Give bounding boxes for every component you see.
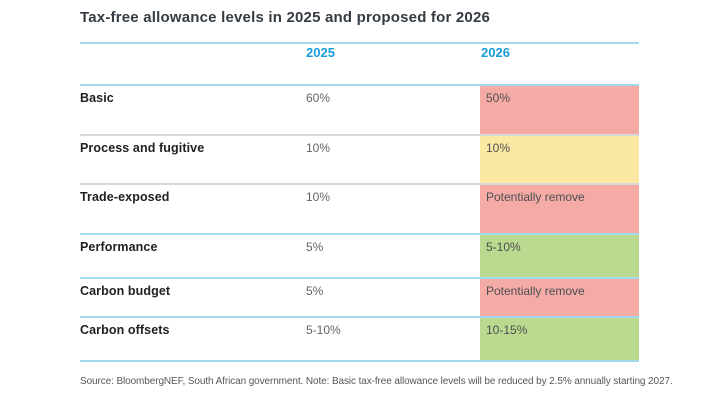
row-label: Process and fugitive [80, 141, 205, 155]
row-divider [80, 316, 639, 318]
row-label: Carbon offsets [80, 323, 170, 337]
row-divider [80, 233, 639, 235]
cell-2026: 5-10% [480, 235, 639, 277]
column-header-2025: 2025 [306, 45, 335, 60]
table-row: Carbon offsets 5-10% 10-15% [80, 318, 639, 360]
cell-2026: Potentially remove [480, 185, 639, 233]
column-header-2026: 2026 [481, 45, 510, 60]
cell-2025: 10% [306, 141, 331, 155]
page-title: Tax-free allowance levels in 2025 and pr… [80, 9, 491, 26]
row-divider [80, 134, 639, 136]
source-note: Source: BloombergNEF, South African gove… [80, 376, 673, 387]
title-rule [80, 42, 639, 44]
table-row: Process and fugitive 10% 10% [80, 136, 639, 183]
row-divider [80, 277, 639, 279]
cell-2026: 10% [480, 136, 639, 183]
row-label: Trade-exposed [80, 190, 170, 204]
cell-2025: 5% [306, 284, 324, 298]
row-label: Performance [80, 240, 158, 254]
row-label: Basic [80, 91, 114, 105]
table-row: Carbon budget 5% Potentially remove [80, 279, 639, 316]
table-top-rule [80, 84, 639, 86]
cell-2026: Potentially remove [480, 279, 639, 316]
table-row: Performance 5% 5-10% [80, 235, 639, 277]
table-row: Basic 60% 50% [80, 86, 639, 134]
cell-2025: 5% [306, 240, 324, 254]
cell-2025: 5-10% [306, 323, 341, 337]
cell-2026: 10-15% [480, 318, 639, 360]
cell-2026: 50% [480, 86, 639, 134]
allowance-table: Basic 60% 50% Process and fugitive 10% 1… [80, 84, 639, 362]
cell-2025: 60% [306, 91, 331, 105]
cell-2025: 10% [306, 190, 331, 204]
row-label: Carbon budget [80, 284, 171, 298]
table-row: Trade-exposed 10% Potentially remove [80, 185, 639, 233]
table-bottom-rule [80, 360, 639, 362]
row-divider [80, 183, 639, 185]
